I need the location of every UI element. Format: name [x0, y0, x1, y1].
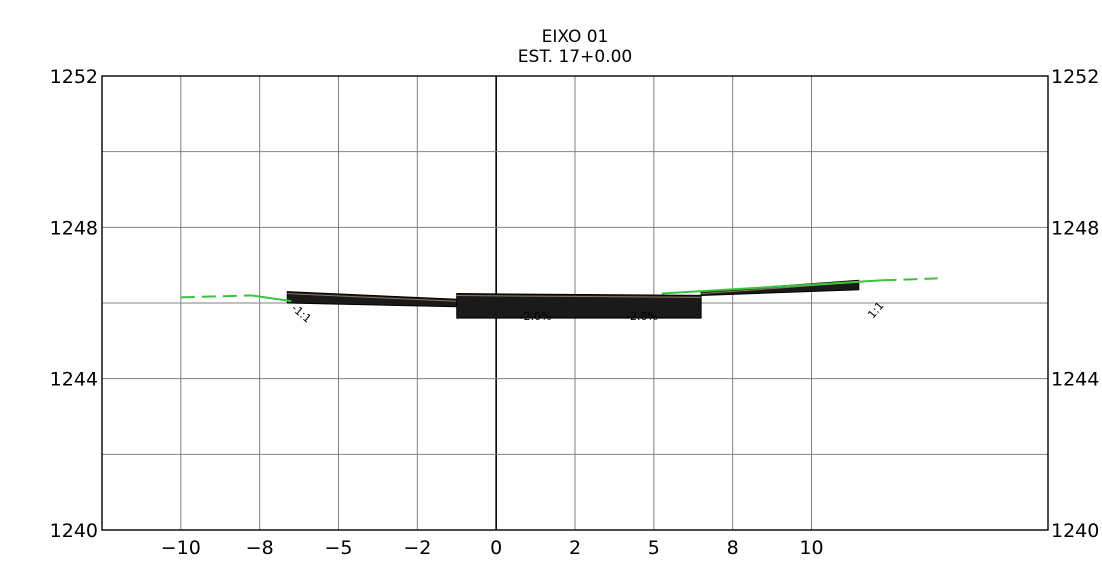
terrain-line — [661, 279, 883, 295]
y-tick-label-left: 1252 — [50, 66, 98, 88]
y-tick-label-left: 1244 — [50, 369, 98, 391]
pavement-layer-line — [287, 293, 457, 302]
terrain-line — [180, 294, 252, 299]
y-tick-label-right: 1244 — [1051, 369, 1099, 391]
x-tick-label: 2 — [569, 537, 581, 559]
slope-label: -1:1 — [289, 302, 314, 326]
chart-title-line: EST. 17+0.00 — [518, 47, 632, 67]
terrain-layer — [180, 277, 938, 303]
frame-layer — [101, 75, 1049, 531]
y-tick-label-right: 1240 — [1051, 520, 1099, 542]
x-tick-label: −10 — [161, 537, 201, 559]
x-tick-label: −8 — [246, 537, 274, 559]
x-tick-label: 10 — [799, 537, 823, 559]
slope-label: -2.0% — [520, 310, 552, 323]
plot-frame — [101, 75, 1049, 531]
pavement-section — [456, 293, 702, 319]
y-tick-label-left: 1248 — [50, 217, 98, 239]
y-tick-label-right: 1252 — [1051, 66, 1099, 88]
pavement-section — [286, 291, 458, 308]
y-tick-label-right: 1248 — [1051, 217, 1099, 239]
x-tick-label: −2 — [403, 537, 431, 559]
pavement-layer-line — [456, 295, 702, 298]
y-tick-label-left: 1240 — [50, 520, 98, 542]
x-tick-label: 5 — [648, 537, 660, 559]
terrain-line — [251, 294, 292, 303]
x-tick-label: 8 — [727, 537, 739, 559]
slope-label: -2.0% — [626, 310, 658, 323]
x-tick-label: 0 — [490, 537, 502, 559]
terrain-line — [882, 277, 938, 282]
x-tick-label: −5 — [324, 537, 352, 559]
chart-title-line: EIXO 01 — [542, 27, 609, 47]
